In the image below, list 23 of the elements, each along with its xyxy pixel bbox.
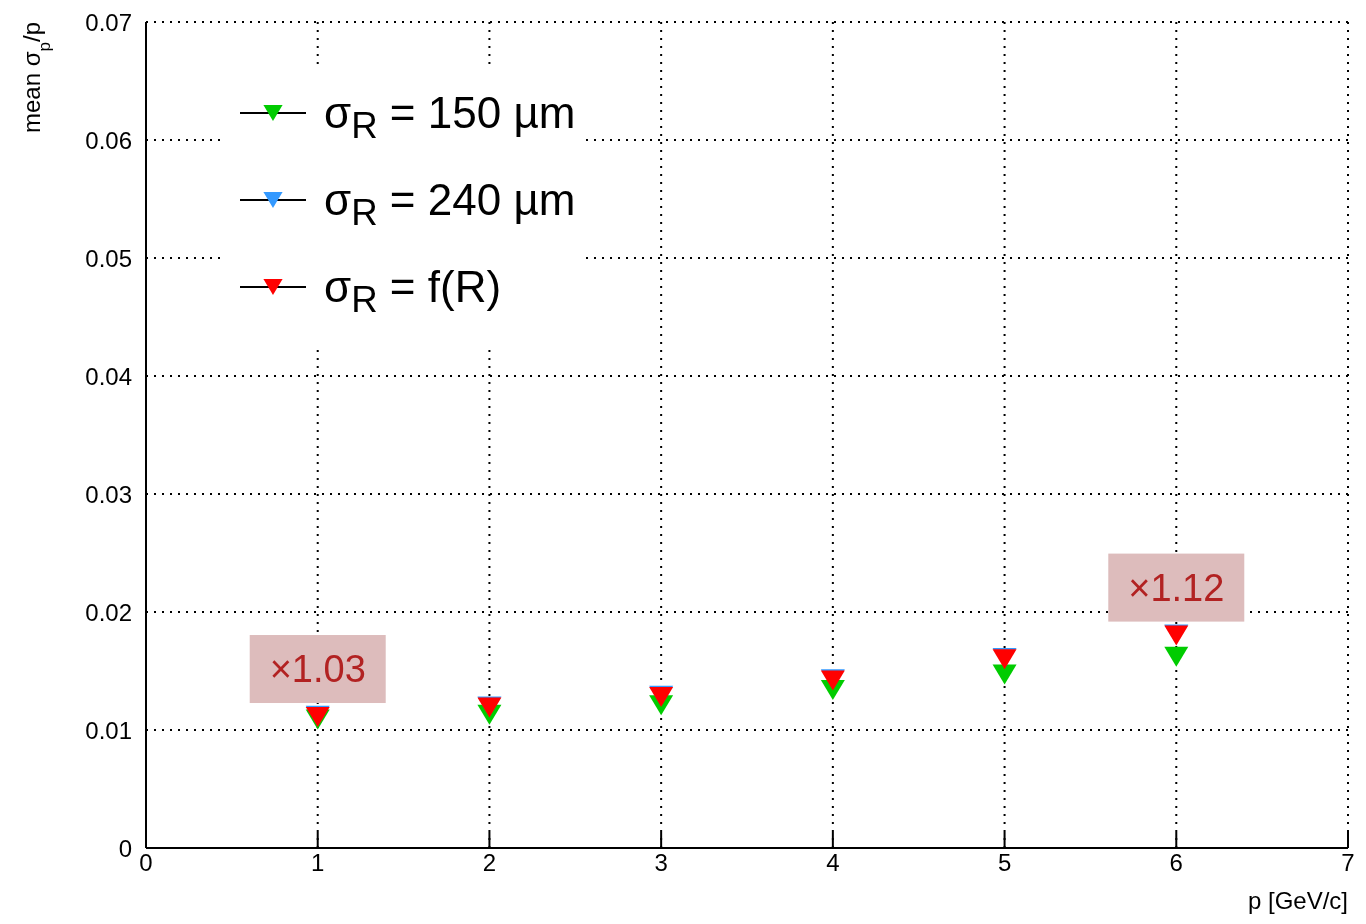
legend-label: σ$_{R}$ = f(R)	[324, 262, 502, 321]
y-tick-label: 0.07	[85, 8, 132, 36]
x-tick-label: 7	[1341, 849, 1355, 877]
annotation: ×1.03	[269, 648, 366, 691]
point	[992, 664, 1017, 685]
legend-label: σ$_{R}$ = 240 µm	[324, 175, 576, 234]
y-tick-label: 0.01	[85, 716, 132, 744]
y-tick-label: 0.02	[85, 598, 132, 626]
x-tick-label: 6	[1169, 849, 1183, 877]
x-tick-label: 0	[139, 849, 153, 877]
x-tick-label: 5	[997, 849, 1012, 877]
y-tick-label: 0.03	[85, 480, 132, 508]
point	[1164, 646, 1189, 667]
x-axis-title: p [GeV/c]	[1247, 887, 1348, 914]
x-tick-label: 2	[482, 849, 497, 877]
y-tick-label: 0.06	[85, 126, 132, 154]
y-tick-label: 0.05	[85, 244, 132, 272]
x-tick-label: 3	[654, 849, 668, 877]
x-tick-label: 4	[826, 849, 840, 877]
annotation: ×1.12	[1128, 566, 1225, 609]
x-tick-label: 1	[311, 849, 325, 877]
legend-label: σ$_{R}$ = 150 µm	[324, 88, 576, 147]
y-tick-label: 0.04	[85, 362, 132, 390]
